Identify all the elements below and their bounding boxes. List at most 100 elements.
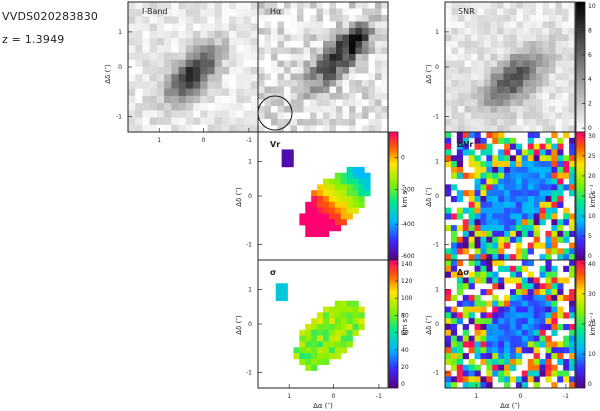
pixel	[464, 80, 472, 87]
pixel	[563, 335, 570, 342]
pixel	[346, 306, 353, 313]
pixel	[542, 73, 550, 81]
pixel	[156, 23, 165, 32]
pixel	[450, 376, 458, 383]
pixel	[468, 254, 475, 261]
pixel	[510, 93, 517, 100]
pixel	[445, 143, 452, 150]
pixel	[352, 184, 359, 191]
pixel	[303, 47, 311, 55]
pixel	[516, 21, 524, 29]
pixel	[555, 67, 563, 74]
pixel	[480, 143, 487, 150]
pixel	[334, 225, 342, 232]
pixel	[569, 242, 576, 249]
pixel	[352, 312, 359, 319]
pixel	[329, 34, 337, 42]
pixel	[515, 149, 523, 156]
pixel	[529, 93, 537, 100]
pixel	[503, 28, 511, 35]
pixel	[310, 28, 317, 35]
pixel	[375, 60, 382, 68]
pixel	[539, 306, 546, 313]
pixel	[545, 353, 552, 360]
pixel	[490, 21, 498, 29]
pixel	[516, 73, 524, 81]
pixel	[456, 236, 464, 243]
pixel	[533, 155, 540, 162]
pixel	[317, 196, 324, 203]
pixel	[521, 265, 529, 272]
pixel	[287, 149, 294, 156]
pixel	[539, 143, 546, 150]
pixel	[486, 213, 493, 220]
pixel	[492, 161, 499, 168]
pixel	[474, 236, 481, 243]
pixel	[310, 54, 317, 61]
pixel	[492, 178, 499, 185]
pixel	[299, 347, 306, 354]
pixel	[185, 38, 194, 46]
pixel	[200, 2, 208, 10]
pixel	[498, 166, 505, 174]
pixel	[474, 382, 481, 389]
pixel	[193, 74, 201, 82]
pixel	[142, 9, 150, 17]
pixel	[317, 184, 324, 191]
pixel	[290, 67, 298, 74]
pixel	[303, 8, 311, 16]
pixel	[542, 54, 550, 61]
pixel	[207, 16, 215, 24]
dvr-cbar-tick: 15	[588, 193, 596, 200]
pixel	[539, 242, 546, 249]
pixel	[468, 149, 475, 156]
pixel	[375, 21, 382, 29]
pixel	[486, 161, 493, 168]
pixel	[516, 47, 524, 55]
pixel	[290, 54, 298, 61]
pixel	[178, 59, 187, 68]
pixel	[490, 73, 498, 81]
pixel	[264, 112, 272, 120]
pixel	[515, 196, 523, 203]
pixel	[510, 318, 517, 325]
pixel	[264, 93, 272, 100]
pixel	[533, 242, 540, 249]
pixel	[311, 318, 318, 325]
pixel	[569, 376, 576, 383]
pixel	[329, 106, 337, 113]
pixel	[316, 47, 324, 55]
pixel	[498, 277, 505, 284]
pixel	[474, 161, 481, 168]
pixel	[164, 9, 172, 17]
pixel	[128, 124, 136, 133]
pixel	[450, 329, 458, 336]
pixel	[504, 376, 511, 383]
pixel	[549, 99, 556, 107]
pixel	[562, 2, 569, 9]
pixel	[229, 16, 237, 24]
pixel	[200, 103, 208, 111]
dvr-cbar-tick: 0	[588, 253, 592, 260]
pixel	[521, 155, 529, 162]
snr-cbar-tick: 8	[588, 27, 592, 34]
pixel	[250, 124, 259, 133]
pixel	[310, 67, 317, 74]
pixel	[474, 271, 481, 278]
pixel	[290, 125, 298, 133]
pixel	[135, 9, 143, 17]
halpha-label: Hα	[270, 7, 281, 16]
pixel	[523, 86, 530, 94]
pixel	[545, 213, 552, 220]
pixel	[349, 34, 356, 42]
pixel	[271, 67, 278, 74]
pixel	[462, 236, 469, 243]
pixel	[480, 271, 487, 278]
pixel	[250, 110, 259, 118]
pixel	[486, 324, 493, 331]
pixel	[311, 341, 318, 348]
dvr-ylabel: Δδ (″)	[425, 187, 433, 207]
pixel	[492, 341, 499, 348]
pixel	[445, 80, 452, 87]
pixel	[549, 41, 556, 48]
